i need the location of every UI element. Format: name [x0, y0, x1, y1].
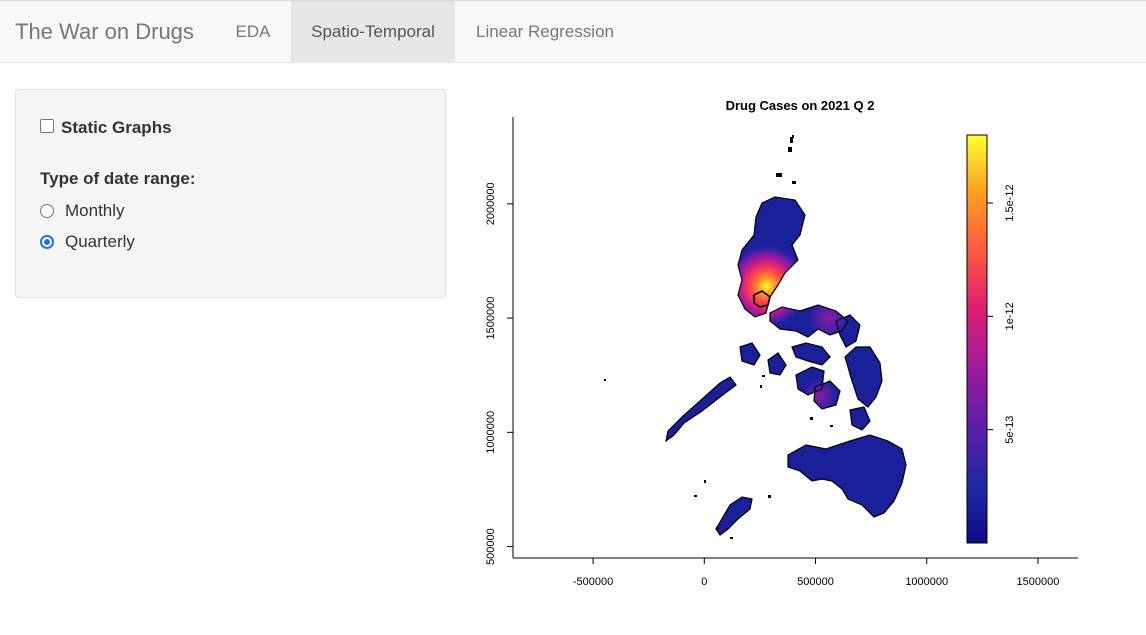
hotspot-luzon	[724, 244, 809, 329]
y-tick-label: 2000000	[485, 182, 497, 225]
y-tick-label: 500000	[485, 528, 497, 565]
x-tick-label: 1500000	[1017, 576, 1060, 588]
x-tick-label: 1000000	[905, 576, 948, 588]
tab-eda[interactable]: EDA	[235, 22, 271, 41]
legend-ticks: 5e-13 1e-12 1.5e-12	[987, 184, 1016, 444]
coastline-outline	[665, 196, 907, 536]
radio-monthly-label[interactable]: Monthly	[65, 201, 125, 220]
static-graphs-label[interactable]: Static Graphs	[61, 118, 172, 137]
radio-quarterly[interactable]	[40, 235, 54, 249]
date-range-label: Type of date range:	[40, 169, 196, 188]
y-tick-label: 1500000	[485, 297, 497, 340]
navbar: The War on Drugs EDA Spatio-Temporal Lin…	[0, 0, 1146, 63]
x-tick-label: -500000	[573, 576, 613, 588]
x-tick-label: 500000	[797, 576, 834, 588]
legend-tick-label: 5e-13	[1004, 416, 1016, 444]
plot-title: Drug Cases on 2021 Q 2	[726, 98, 875, 113]
tab-spatio-temporal[interactable]: Spatio-Temporal	[291, 1, 455, 63]
x-axis-ticks: -500000 0 500000 1000000 1500000	[573, 558, 1059, 588]
y-tick-label: 1000000	[485, 411, 497, 454]
legend-tick-label: 1e-12	[1004, 302, 1016, 330]
x-tick-label: 0	[701, 576, 707, 588]
app-title[interactable]: The War on Drugs	[15, 19, 194, 44]
radio-monthly[interactable]	[40, 204, 54, 218]
sidebar-panel: Static Graphs Type of date range: Monthl…	[15, 89, 446, 298]
radio-quarterly-label[interactable]: Quarterly	[65, 232, 135, 251]
color-legend: 5e-13 1e-12 1.5e-12	[966, 134, 1016, 544]
y-axis-ticks: 500000 1000000 1500000 2000000	[485, 182, 513, 565]
tab-linear-regression[interactable]: Linear Regression	[476, 22, 614, 41]
drug-cases-map-plot: Drug Cases on 2021 Q 2 -500000 0 500000 100…	[485, 98, 1078, 588]
map-land	[604, 135, 907, 539]
legend-color-bar	[966, 134, 988, 544]
static-graphs-checkbox[interactable]	[40, 119, 54, 133]
legend-tick-label: 1.5e-12	[1004, 184, 1016, 221]
small-islands	[604, 135, 833, 539]
